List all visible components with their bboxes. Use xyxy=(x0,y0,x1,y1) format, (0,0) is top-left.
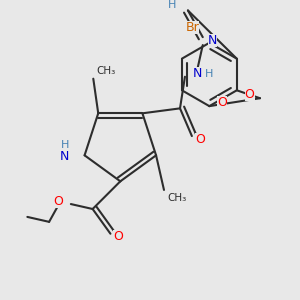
Text: H: H xyxy=(60,140,69,150)
Text: N: N xyxy=(193,67,202,80)
Text: CH₃: CH₃ xyxy=(96,66,116,76)
Text: Br: Br xyxy=(186,22,200,34)
Text: H: H xyxy=(205,69,213,79)
Text: O: O xyxy=(195,133,205,146)
Text: N: N xyxy=(208,34,217,46)
Text: N: N xyxy=(59,150,69,163)
Text: O: O xyxy=(53,195,63,208)
Text: O: O xyxy=(245,88,254,101)
Text: H: H xyxy=(168,1,176,10)
Text: O: O xyxy=(217,96,227,109)
Text: O: O xyxy=(113,230,123,243)
Text: CH₃: CH₃ xyxy=(167,193,186,203)
